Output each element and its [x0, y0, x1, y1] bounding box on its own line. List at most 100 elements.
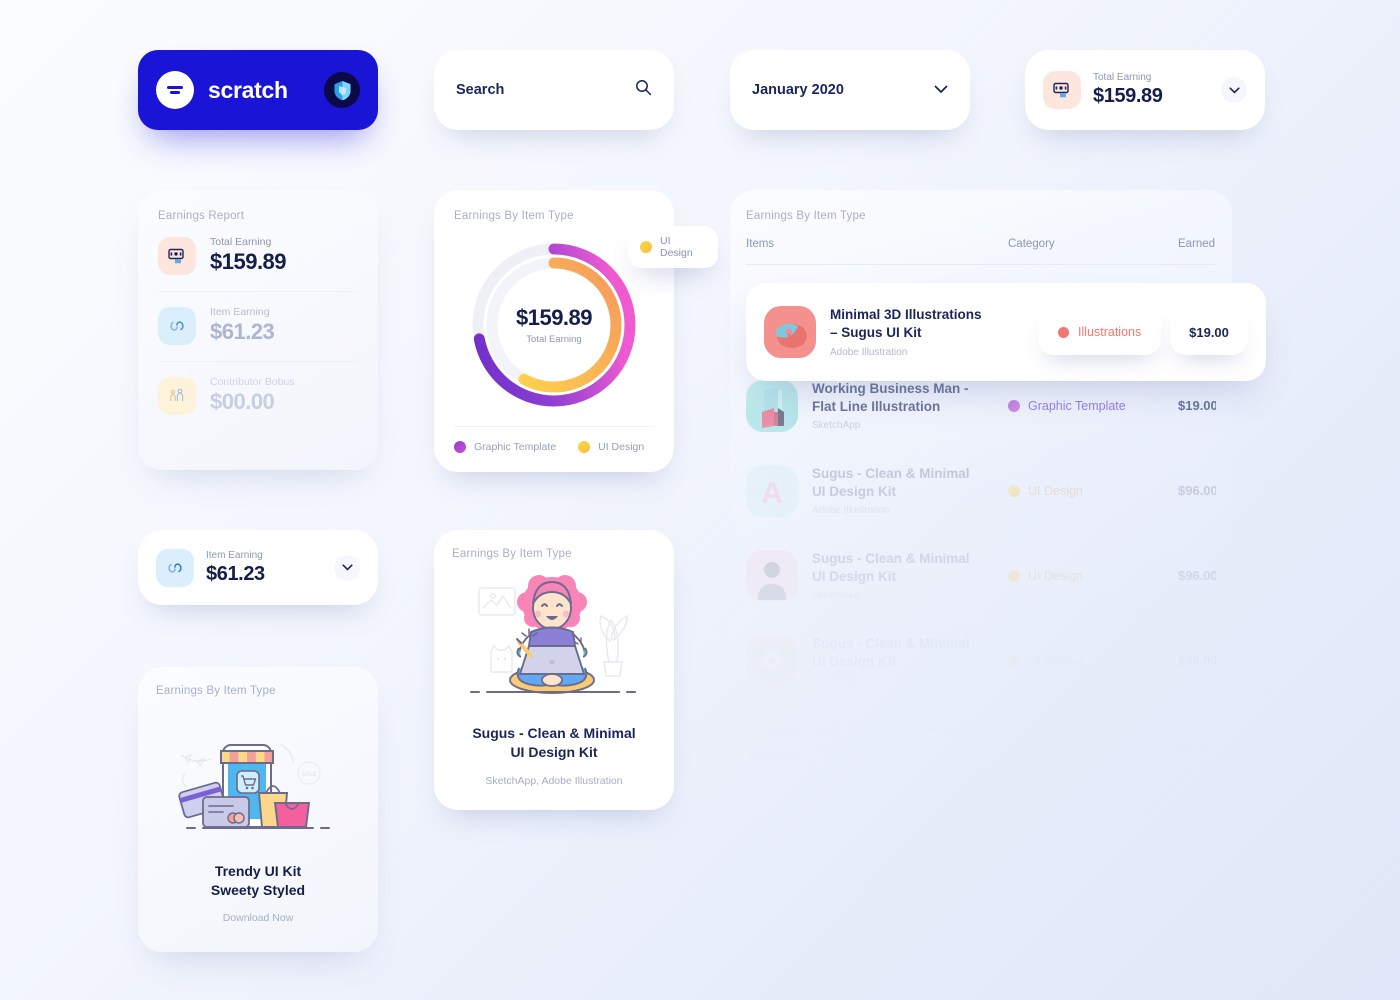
chevron-down-icon[interactable] — [934, 81, 948, 99]
promo-download-link[interactable]: Download Now — [222, 911, 294, 924]
shield-icon — [324, 72, 360, 108]
tooltip-dot-icon — [640, 241, 652, 253]
category-dot-icon — [1008, 399, 1020, 412]
item-sub: SketchApp — [812, 420, 861, 432]
earned-value: $19.00 — [1189, 324, 1229, 340]
table-header-row: Items Category Earned — [746, 222, 1216, 265]
donut-center-label: Total Earning — [526, 334, 582, 345]
table-title: Earnings By Item Type — [746, 210, 866, 222]
item-sub: SketchApp — [812, 675, 861, 687]
item-name: Working Business Man - Flat Line Illustr… — [812, 380, 969, 414]
table-row[interactable]: Sugus - Clean & Minimal UI Design Kit Sk… — [746, 703, 1218, 788]
legend-dot-icon — [578, 441, 591, 453]
brand-logo-bar[interactable]: scratch — [138, 50, 378, 130]
search-input[interactable] — [456, 82, 606, 98]
item-earning-select[interactable]: Item Earning $61.23 — [138, 530, 378, 605]
product-card-title: Earnings By Item Type — [452, 548, 572, 560]
earned-pill: $19.00 — [1170, 309, 1248, 355]
earned-value: $96.00 — [1178, 483, 1218, 498]
category-pill[interactable]: Illustrations — [1038, 309, 1162, 355]
person-thumbnail — [746, 549, 798, 602]
girl-with-laptop-illustration — [457, 570, 652, 710]
promo-card-title: Earnings By Item Type — [156, 685, 276, 697]
table-body: Working Business Man - Flat Line Illustr… — [746, 265, 1218, 788]
item-sub: SketchApp — [812, 590, 861, 602]
earnings-row-label: Total Earning — [210, 236, 272, 248]
earned-value: $96.00 — [1178, 738, 1218, 753]
donut-chart: $159.89 Total Earning — [454, 230, 654, 420]
svg-text:A: A — [761, 477, 783, 510]
contributor-icon — [158, 376, 196, 415]
hamburger-icon[interactable] — [156, 71, 194, 109]
legend-item-graphic-template: Graphic Template — [454, 441, 556, 453]
table-col-category: Category — [1008, 238, 1055, 250]
item-name: Sugus - Clean & Minimal UI Design Kit — [812, 635, 970, 669]
earnings-row-value: $61.23 — [210, 319, 275, 344]
donut-center-value: $159.89 — [515, 305, 593, 330]
chevron-down-icon[interactable] — [1221, 77, 1247, 103]
donut-card-title: Earnings By Item Type — [454, 210, 574, 222]
category-label: UI Design — [1028, 653, 1083, 668]
earnings-row-item: Item Earning $61.23 — [158, 291, 358, 361]
svg-text:SALE: SALE — [301, 772, 316, 778]
category-dot-icon — [1008, 484, 1020, 497]
total-earning-value: $159.89 — [1093, 85, 1163, 107]
category-label: Illustrations — [1078, 325, 1142, 339]
earnings-row-label: Item Earning — [210, 306, 270, 318]
legend-dot-icon — [454, 441, 466, 453]
item-sub: Adobe Illustration — [830, 346, 908, 358]
earnings-row-contributor: Contributor Bobus $00.00 — [158, 361, 358, 431]
item-earning-value: $61.23 — [206, 562, 265, 585]
month-select-value: January 2020 — [752, 82, 844, 98]
letter-a-thumbnail: A — [746, 464, 798, 517]
product-card[interactable]: Earnings By Item Type — [434, 530, 674, 810]
search-icon[interactable] — [635, 79, 652, 101]
item-name: Sugus - Clean & Minimal UI Design Kit — [812, 465, 970, 499]
table-row-selected[interactable]: Minimal 3D Illustrations – Sugus UI Kit … — [746, 283, 1266, 381]
product-heading: Sugus - Clean & Minimal UI Design Kit — [472, 725, 636, 761]
item-name: Minimal 3D Illustrations – Sugus UI Kit — [830, 307, 982, 340]
item-earning-label: Item Earning — [206, 549, 263, 561]
total-earning-label: Total Earning — [1093, 72, 1152, 83]
monitor-earning-icon — [1043, 71, 1081, 109]
category-label: UI Design — [1028, 568, 1083, 583]
earnings-row-total: Total Earning $159.89 — [158, 222, 358, 291]
earnings-report-card: Earnings Report Total Earning $159.89 — [138, 190, 378, 470]
promo-card[interactable]: Earnings By Item Type SALE — [138, 667, 378, 952]
legend-item-ui-design: UI Design — [578, 441, 644, 453]
category-dot-icon — [1008, 739, 1020, 752]
monitor-earning-icon — [158, 236, 196, 275]
chevron-down-icon[interactable] — [334, 554, 360, 581]
handshake-icon — [156, 548, 194, 587]
search-card[interactable] — [434, 50, 674, 130]
business-man-thumbnail — [746, 379, 798, 432]
category-label: Graphic Template — [1028, 398, 1126, 413]
total-earning-select[interactable]: Total Earning $159.89 — [1025, 50, 1265, 130]
earned-value: $96.00 — [1178, 568, 1218, 583]
category-dot-icon — [1008, 569, 1020, 582]
table-row[interactable]: Sugus - Clean & Minimal UI Design Kit Sk… — [746, 618, 1218, 703]
table-row[interactable]: A Sugus - Clean & Minimal UI Design Kit … — [746, 448, 1218, 533]
table-row[interactable]: Working Business Man - Flat Line Illustr… — [746, 363, 1218, 448]
item-sub: Adobe Illustration — [812, 505, 890, 517]
brand-name: scratch — [208, 76, 288, 103]
earnings-row-value: $159.89 — [210, 249, 287, 274]
ui-design-tooltip[interactable]: UI Design — [628, 226, 718, 268]
ecommerce-shopping-illustration: SALE — [163, 711, 353, 846]
faded-thumbnail — [746, 719, 798, 772]
earnings-row-value: $00.00 — [210, 389, 275, 414]
item-sub: SketchApp — [812, 760, 861, 772]
month-select[interactable]: January 2020 — [730, 50, 970, 130]
earnings-report-title: Earnings Report — [158, 210, 245, 222]
item-name: Sugus - Clean & Minimal UI Design Kit — [812, 720, 970, 754]
category-label: UI Design — [1028, 483, 1083, 498]
tooltip-label: UI Design — [660, 235, 693, 259]
product-subtitle: SketchApp, Adobe Illustration — [485, 774, 623, 787]
table-col-earned: Earned — [1178, 238, 1216, 250]
earnings-row-label: Contributor Bobus — [210, 376, 295, 388]
table-row[interactable]: Sugus - Clean & Minimal UI Design Kit Sk… — [746, 533, 1218, 618]
item-name: Sugus - Clean & Minimal UI Design Kit — [812, 550, 970, 584]
legend-label: Graphic Template — [474, 441, 557, 453]
minimal-3d-thumbnail — [764, 306, 816, 358]
